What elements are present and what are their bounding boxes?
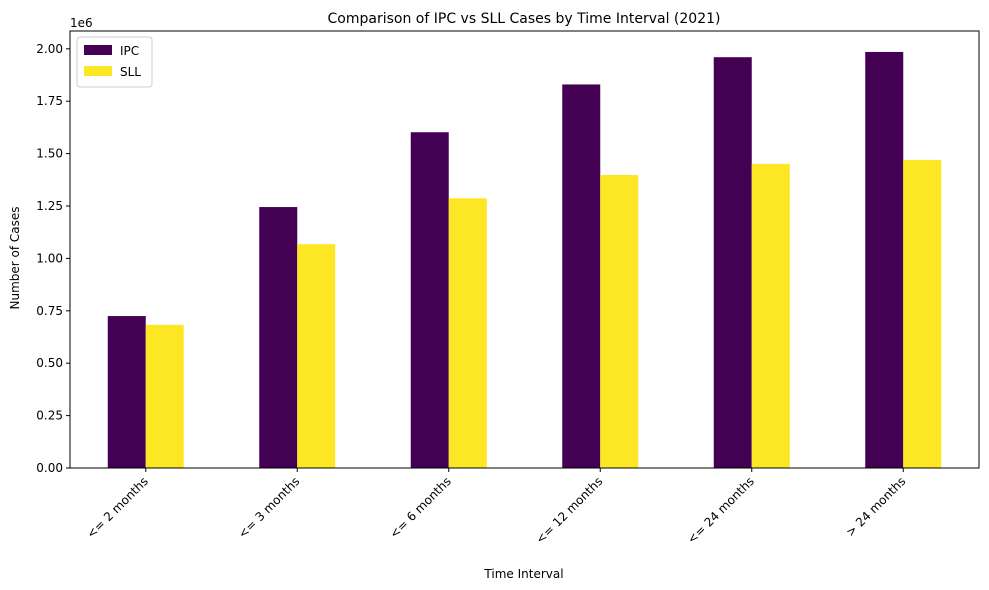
y-axis-offset-label: 1e6 — [70, 16, 93, 30]
bar-sll — [600, 174, 639, 468]
bar-sll — [751, 163, 790, 468]
y-tick-label: 0.25 — [36, 409, 63, 423]
x-tick-label: <= 12 months — [533, 474, 605, 546]
y-tick-label: 1.75 — [36, 94, 63, 108]
x-tick-label: > 24 months — [843, 474, 908, 539]
y-tick-label: 1.25 — [36, 199, 63, 213]
y-tick-label: 1.00 — [36, 251, 63, 265]
legend-label-ipc: IPC — [120, 44, 139, 58]
bar-sll — [145, 324, 184, 468]
x-tick-label: <= 2 months — [84, 474, 151, 541]
bar-ipc — [865, 51, 904, 469]
chart-title: Comparison of IPC vs SLL Cases by Time I… — [328, 11, 721, 27]
y-tick-label: 1.50 — [36, 147, 63, 161]
legend-box — [76, 36, 153, 88]
bar-sll — [297, 244, 336, 468]
bar-ipc — [410, 132, 449, 468]
x-tick-label: <= 24 months — [685, 474, 757, 546]
y-tick-label: 0.50 — [36, 356, 63, 370]
legend: IPC SLL — [76, 36, 153, 88]
x-axis-label: Time Interval — [483, 567, 563, 581]
bar-ipc — [259, 207, 298, 468]
plot-frame — [69, 30, 980, 469]
legend-swatch-ipc — [84, 45, 112, 55]
y-tick-label: 2.00 — [36, 42, 63, 56]
x-tick-label: <= 3 months — [235, 474, 302, 541]
legend-swatch-sll — [84, 66, 112, 76]
y-tick-label: 0.00 — [36, 461, 63, 475]
bar-group — [107, 51, 942, 469]
x-axis-ticks: <= 2 months <= 3 months <= 6 months <= 12 m… — [84, 468, 908, 547]
bar-ipc — [713, 57, 752, 469]
bar-sll — [903, 159, 942, 468]
y-axis-ticks: 0.00 0.25 0.50 0.75 1.00 1.25 1.50 1.75 2.00 — [36, 42, 70, 475]
x-tick-label: <= 6 months — [387, 474, 454, 541]
bar-sll — [448, 198, 487, 468]
bar-ipc — [562, 84, 601, 468]
bar-ipc — [107, 316, 146, 468]
legend-label-sll: SLL — [120, 65, 141, 79]
y-tick-label: 0.75 — [36, 304, 63, 318]
y-axis-label: Number of Cases — [8, 206, 22, 309]
